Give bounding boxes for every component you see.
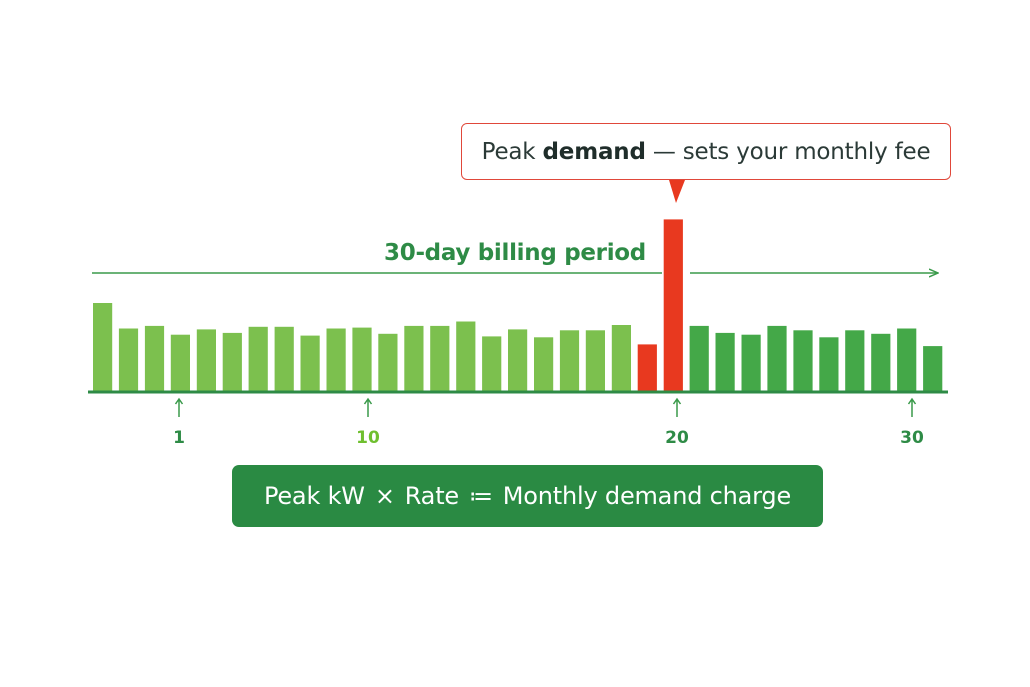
x-tick-label: 1	[173, 428, 185, 448]
callout-pointer	[669, 180, 685, 203]
peak-demand-callout: Peak demand — sets your monthly fee	[461, 123, 951, 180]
day-bar	[793, 330, 813, 391]
day-bar	[248, 326, 268, 391]
day-bar	[456, 321, 476, 391]
day-bar	[689, 325, 709, 391]
day-bar	[482, 336, 502, 391]
day-bar	[300, 335, 320, 391]
day-bar	[326, 328, 346, 391]
day-bar	[559, 330, 580, 391]
day-bar	[767, 325, 787, 391]
day-bar	[508, 329, 528, 391]
day-bar	[923, 346, 943, 391]
day-bar	[871, 333, 891, 391]
day-bar	[222, 332, 242, 391]
x-tick-label: 30	[900, 428, 924, 448]
day-bar	[378, 333, 398, 391]
day-bar	[144, 325, 165, 391]
demand-charge-formula: Peak kW × Rate ≔ Monthly demand charge	[232, 465, 823, 527]
day-bar	[585, 330, 605, 391]
callout-bold-word: demand	[542, 138, 646, 165]
peak-bar	[663, 219, 683, 391]
day-bar	[741, 334, 761, 391]
tick-arrow	[174, 397, 184, 417]
formula-result: Monthly demand charge	[502, 482, 792, 510]
formula-rate: Rate	[404, 482, 459, 510]
x-tick-label: 20	[665, 428, 689, 448]
tick-arrow	[907, 397, 917, 417]
formula-peak: Peak kW	[263, 482, 365, 510]
day-bar	[118, 328, 139, 391]
callout-suffix: — sets your monthly fee	[645, 138, 931, 165]
x-tick-label: 10	[356, 428, 380, 448]
day-bar	[352, 327, 372, 391]
day-bar	[611, 325, 631, 391]
day-bar	[93, 303, 113, 391]
tick-arrow	[672, 397, 682, 417]
day-bar	[637, 344, 657, 391]
day-bar	[819, 337, 839, 391]
day-bar	[715, 332, 735, 391]
day-bar	[274, 326, 294, 391]
day-bar	[897, 328, 917, 391]
formula-times-symbol: ×	[374, 482, 395, 510]
day-bar	[845, 330, 865, 391]
callout-prefix: Peak	[481, 138, 543, 165]
day-bar	[196, 329, 216, 391]
formula-assign-symbol: ≔	[468, 482, 493, 510]
billing-period-label: 30-day billing period	[384, 240, 646, 266]
day-bar	[430, 325, 450, 391]
day-bar	[534, 337, 554, 391]
tick-arrow	[363, 397, 373, 417]
day-bar	[170, 334, 190, 391]
day-bar	[404, 325, 424, 391]
